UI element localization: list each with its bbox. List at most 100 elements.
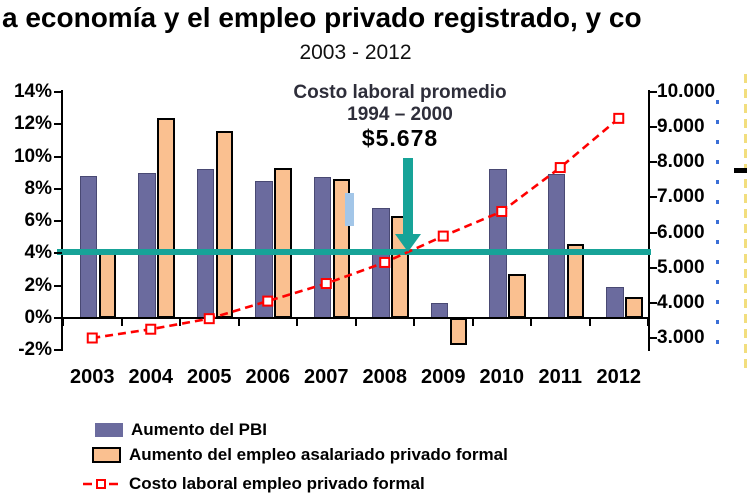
right-axis-tickmark [649, 231, 657, 234]
x-axis-tickmark [471, 318, 474, 326]
legend-item-empleo: Aumento del empleo asalariado privado fo… [92, 445, 508, 465]
left-axis-tick-label: 14% [13, 80, 52, 102]
x-axis-tickmark [530, 318, 532, 326]
cost-line-marker [320, 278, 332, 290]
right-axis-tickmark [649, 161, 657, 164]
cost-line-marker [554, 162, 566, 174]
down-arrow-shaft [403, 158, 413, 236]
x-axis-year-label: 2003 [70, 366, 115, 388]
right-axis-tick-label: 6.000 [657, 221, 705, 243]
left-axis-tick-label: -2% [18, 339, 52, 361]
empleo-bar [274, 167, 292, 318]
left-axis-tickmark [54, 155, 62, 158]
artifact-yellow-dashed-line [744, 74, 747, 374]
left-axis-tickmark [54, 187, 62, 190]
legend-label-pbi: Aumento del PBI [131, 420, 268, 439]
right-axis-tick-label: 4.000 [657, 291, 705, 313]
left-axis-tickmark [54, 349, 62, 352]
right-axis-tick-label: 8.000 [657, 151, 705, 173]
left-axis-tickmark [54, 123, 62, 126]
right-axis-tick-label: 5.000 [657, 256, 705, 278]
empleo-bar [625, 297, 643, 318]
empleo-bar [215, 130, 234, 318]
empleo-bar [566, 243, 585, 318]
x-axis-tickmark [647, 318, 649, 326]
left-axis-tickmark [54, 284, 62, 287]
empleo-bar [157, 117, 175, 318]
x-axis-year-label: 2007 [304, 366, 349, 388]
cost-line-marker [496, 205, 508, 217]
left-axis-tickmark [54, 220, 62, 223]
cost-line-marker [262, 295, 274, 307]
legend-label-costo: Costo laboral empleo privado formal [129, 474, 425, 493]
left-axis-tickmark [54, 90, 62, 93]
annotation-line-1: Costo laboral promedio [293, 82, 507, 103]
reference-line [57, 249, 651, 255]
right-axis-line [648, 90, 650, 351]
left-axis-tick-label: 12% [13, 113, 52, 135]
down-arrow-icon [395, 234, 421, 252]
right-axis-tick-label: 9.000 [657, 116, 705, 138]
left-axis-tickmark [54, 317, 62, 319]
empleo-bar [508, 274, 526, 318]
x-axis-tickmark [120, 318, 123, 326]
x-axis-tickmark [179, 318, 181, 326]
cost-line-marker [379, 256, 391, 268]
x-axis-year-label: 2010 [479, 366, 525, 388]
left-axis-tick-label: 10% [13, 145, 52, 167]
artifact-black-dash [734, 168, 747, 173]
empleo-swatch-icon [92, 447, 121, 463]
x-axis-tickmark [296, 318, 298, 326]
right-axis-tick-label: 10.000 [657, 81, 716, 102]
right-axis-tickmark [649, 337, 657, 339]
cost-line-marker [203, 313, 215, 325]
pbi-swatch-icon [95, 423, 123, 437]
right-axis-tick-label: 7.000 [657, 186, 705, 208]
chart-title: a economía y el empleo privado registrad… [2, 2, 642, 33]
right-axis-tickmark [649, 266, 657, 269]
x-axis-tickmark [588, 318, 591, 326]
cost-line-marker [613, 112, 625, 124]
legend-label-empleo: Aumento del empleo asalariado privado fo… [129, 445, 508, 464]
x-axis-year-label: 2006 [245, 366, 291, 388]
x-axis-year-label: 2004 [128, 366, 174, 388]
right-axis-tickmark [649, 91, 657, 93]
annotation-line-2: 1994 – 2000 [347, 104, 453, 125]
x-axis-year-label: 2008 [362, 366, 408, 388]
cost-line-path [92, 117, 620, 340]
cost-line-marker [86, 332, 98, 344]
left-axis-tickmark [54, 252, 62, 255]
left-axis-tick-label: 8% [24, 177, 52, 199]
x-axis-year-label: 2005 [187, 366, 232, 388]
legend-item-costo: Costo laboral empleo privado formal [83, 474, 425, 494]
left-axis-tick-label: 4% [24, 242, 52, 264]
empleo-bar [449, 318, 468, 346]
ghost-bar-artifact [345, 193, 354, 226]
x-axis-year-label: 2011 [538, 366, 582, 388]
right-axis-tickmark [649, 301, 657, 304]
chart-subtitle: 2003 - 2012 [299, 41, 412, 64]
legend-item-pbi: Aumento del PBI [95, 420, 267, 440]
cost-line-marker [145, 323, 157, 335]
left-axis-line [61, 90, 63, 351]
x-axis-year-label: 2009 [421, 366, 466, 388]
left-axis-tick-label: 2% [24, 274, 52, 296]
reference-annotation: Costo laboral promedio 1994 – 2000 $5.67… [270, 82, 530, 151]
cost-line-marker [437, 230, 449, 242]
x-axis-tickmark [354, 318, 357, 326]
right-axis-tickmark [649, 126, 657, 129]
x-axis-year-label: 2012 [596, 366, 642, 388]
left-axis-tick-label: 0% [24, 307, 52, 328]
x-axis-tickmark [237, 318, 240, 326]
right-axis-tick-label: 3.000 [657, 327, 705, 348]
annotation-value: $5.678 [361, 125, 439, 151]
x-axis-tickmark [62, 318, 64, 326]
left-axis-tick-label: 6% [24, 210, 52, 232]
artifact-blue-dotted-line [716, 100, 719, 352]
x-axis-tickmark [413, 318, 415, 326]
right-axis-tickmark [649, 196, 657, 199]
cost-line-marker-icon [83, 479, 119, 489]
